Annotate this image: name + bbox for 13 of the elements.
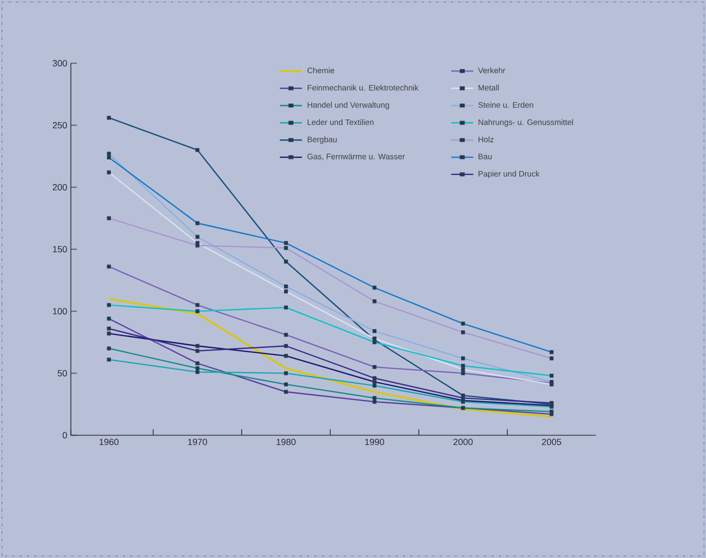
x-tick-label: 2005 (542, 438, 562, 446)
y-tick-label: 100 (53, 308, 67, 314)
y-tick-label: 300 (52, 60, 67, 66)
x-tick-label: 1960 (100, 438, 119, 446)
x-tick-label: 1990 (365, 438, 384, 446)
y-tick-label: 250 (52, 122, 67, 128)
x-tick-label: 1970 (188, 438, 208, 446)
y-tick-label: 50 (58, 370, 67, 376)
y-tick-label: 0 (62, 432, 67, 438)
y-tick-label: 150 (53, 246, 67, 252)
y-tick-label: 200 (52, 184, 67, 190)
x-tick-label: 2000 (454, 438, 473, 446)
x-tick-label: 1980 (276, 438, 296, 446)
